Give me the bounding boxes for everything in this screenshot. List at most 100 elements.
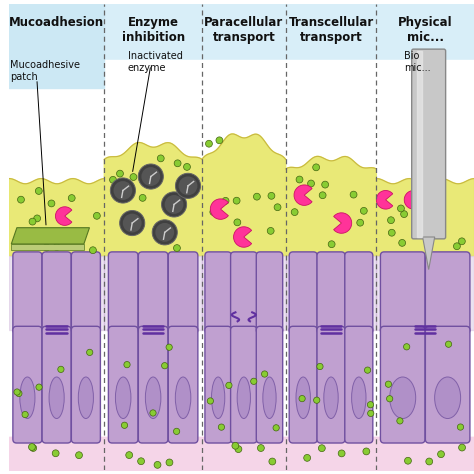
Polygon shape <box>213 255 216 266</box>
Ellipse shape <box>146 377 161 419</box>
Circle shape <box>152 220 177 245</box>
Circle shape <box>141 167 160 186</box>
Ellipse shape <box>434 263 439 272</box>
Text: Mucoadhesion: Mucoadhesion <box>9 16 104 29</box>
Text: Inactivated
enzyme: Inactivated enzyme <box>128 51 182 73</box>
Circle shape <box>350 191 357 198</box>
Ellipse shape <box>251 264 256 275</box>
FancyBboxPatch shape <box>205 252 231 334</box>
Ellipse shape <box>237 377 250 419</box>
Ellipse shape <box>435 377 461 419</box>
Polygon shape <box>104 143 202 255</box>
Ellipse shape <box>212 264 217 275</box>
Circle shape <box>28 444 36 450</box>
Circle shape <box>365 367 371 374</box>
Polygon shape <box>202 134 286 255</box>
Circle shape <box>322 181 328 188</box>
Circle shape <box>90 247 96 254</box>
Polygon shape <box>9 179 104 255</box>
Polygon shape <box>319 255 322 265</box>
Circle shape <box>110 178 136 203</box>
Circle shape <box>124 362 130 368</box>
Circle shape <box>162 192 187 217</box>
Ellipse shape <box>184 264 190 275</box>
Circle shape <box>58 366 64 373</box>
Circle shape <box>291 209 298 216</box>
FancyBboxPatch shape <box>168 326 198 443</box>
Circle shape <box>164 228 170 235</box>
Circle shape <box>29 218 36 225</box>
Polygon shape <box>163 255 166 266</box>
Polygon shape <box>11 244 84 249</box>
FancyBboxPatch shape <box>205 326 231 443</box>
Circle shape <box>257 445 264 451</box>
Circle shape <box>14 389 20 395</box>
Circle shape <box>367 401 374 408</box>
Circle shape <box>126 452 133 458</box>
Wedge shape <box>210 199 228 219</box>
Polygon shape <box>412 255 415 264</box>
FancyBboxPatch shape <box>425 252 470 334</box>
FancyBboxPatch shape <box>109 326 138 443</box>
Circle shape <box>121 422 128 428</box>
FancyBboxPatch shape <box>317 252 345 334</box>
Circle shape <box>139 194 146 201</box>
Circle shape <box>360 208 367 214</box>
Circle shape <box>150 410 156 416</box>
Circle shape <box>304 455 310 461</box>
FancyBboxPatch shape <box>345 252 373 334</box>
Circle shape <box>428 229 435 237</box>
Circle shape <box>388 229 395 236</box>
Circle shape <box>357 219 364 226</box>
FancyBboxPatch shape <box>412 49 446 239</box>
Polygon shape <box>458 255 461 264</box>
FancyBboxPatch shape <box>289 326 317 443</box>
Circle shape <box>397 418 403 424</box>
Circle shape <box>137 458 145 465</box>
Circle shape <box>328 241 335 247</box>
Circle shape <box>398 205 404 212</box>
Circle shape <box>222 197 229 204</box>
Circle shape <box>36 188 42 194</box>
Circle shape <box>119 210 145 236</box>
Circle shape <box>368 410 374 417</box>
Polygon shape <box>140 255 143 266</box>
Polygon shape <box>286 156 376 255</box>
Circle shape <box>155 223 174 242</box>
Circle shape <box>386 396 393 402</box>
Circle shape <box>269 458 276 465</box>
FancyBboxPatch shape <box>42 252 71 334</box>
Ellipse shape <box>65 263 70 272</box>
Text: Physical
mic...: Physical mic... <box>398 16 453 44</box>
Circle shape <box>308 180 314 187</box>
Text: Bio
mic...: Bio mic... <box>404 51 431 73</box>
Ellipse shape <box>271 264 275 275</box>
Circle shape <box>130 173 137 181</box>
Polygon shape <box>44 255 47 264</box>
FancyBboxPatch shape <box>42 326 71 443</box>
Polygon shape <box>253 255 255 266</box>
Circle shape <box>219 424 225 430</box>
FancyBboxPatch shape <box>345 326 373 443</box>
Circle shape <box>174 160 181 167</box>
Circle shape <box>164 195 183 214</box>
Circle shape <box>87 349 93 356</box>
Circle shape <box>183 164 191 170</box>
FancyBboxPatch shape <box>168 252 198 334</box>
Ellipse shape <box>20 377 35 419</box>
Circle shape <box>53 244 60 250</box>
Ellipse shape <box>175 377 191 419</box>
Circle shape <box>234 219 241 226</box>
Ellipse shape <box>263 377 276 419</box>
Ellipse shape <box>21 263 26 272</box>
Ellipse shape <box>232 264 237 275</box>
Circle shape <box>296 176 303 183</box>
Circle shape <box>216 137 223 144</box>
Ellipse shape <box>211 377 225 419</box>
Circle shape <box>426 458 433 465</box>
Circle shape <box>274 204 281 210</box>
Circle shape <box>75 452 82 459</box>
Circle shape <box>235 446 242 453</box>
Circle shape <box>175 173 201 199</box>
Ellipse shape <box>324 377 338 419</box>
